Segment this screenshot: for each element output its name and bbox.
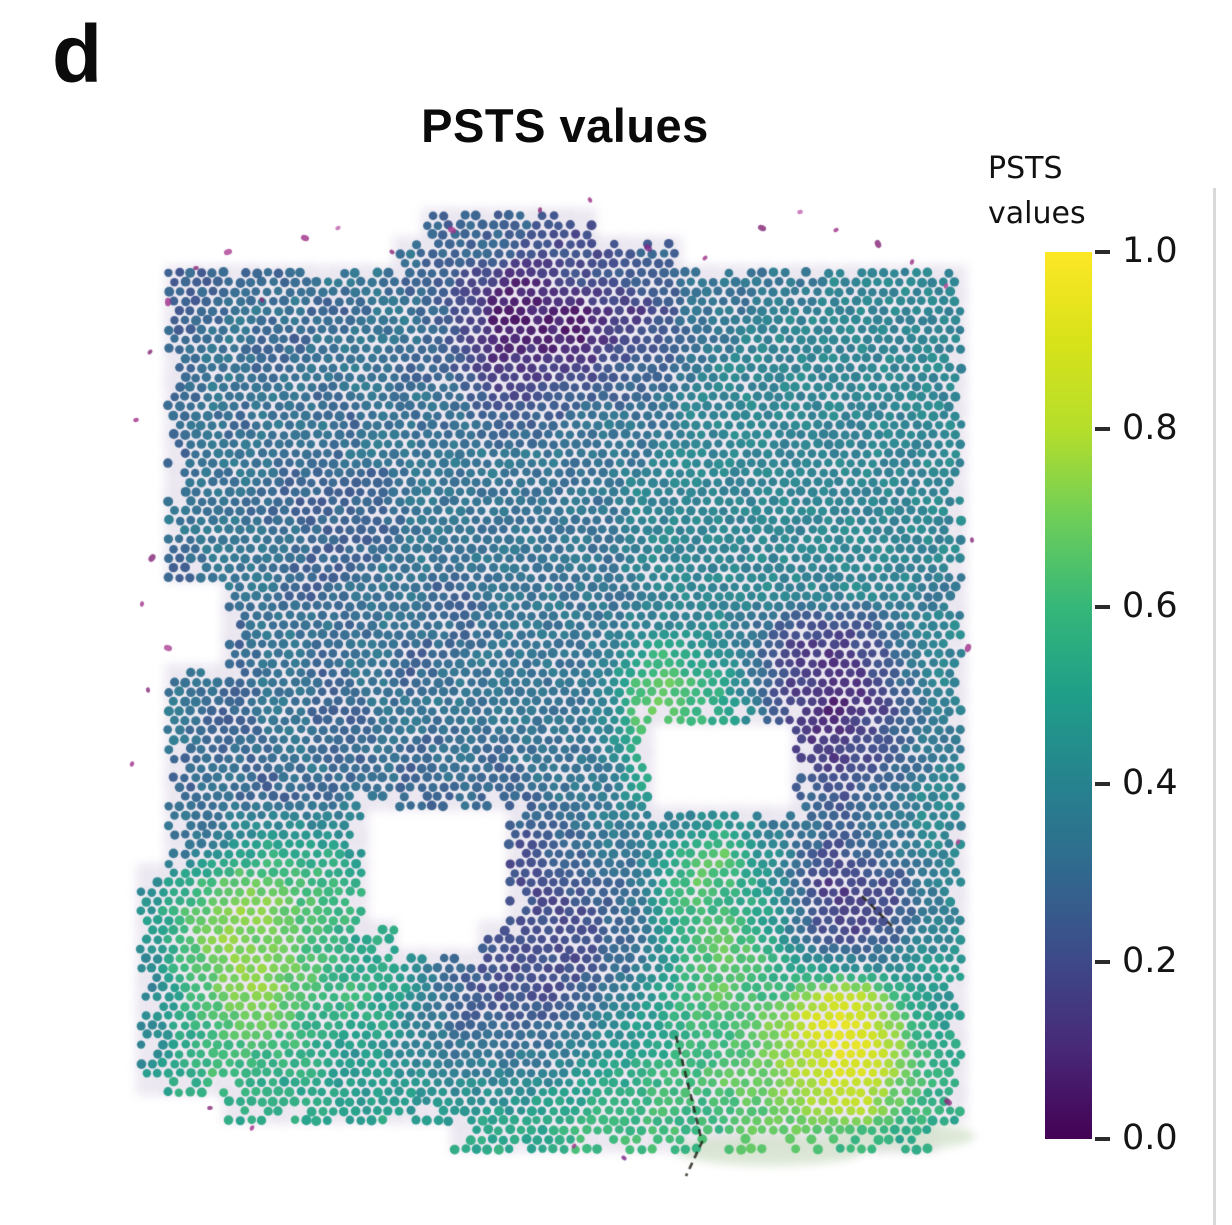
colorbar-title-line1: PSTS [988,151,1063,186]
tick-label: 0.6 [1122,585,1178,626]
tick-mark [1095,250,1110,254]
tick-mark [1095,959,1110,964]
tick-label: 0.8 [1122,408,1178,449]
tick-mark [1095,427,1110,432]
tick-mark [1095,1137,1110,1141]
colorbar-gradient [1045,252,1092,1139]
colorbar: 1.0 0.8 0.6 0.4 0.2 0.0 [1045,231,1232,1158]
tick-mark [1095,604,1110,609]
adjacent-panel-border [1213,188,1216,1225]
tick-label: 1.0 [1122,231,1178,271]
tick-label: 0.0 [1122,1118,1178,1158]
colorbar-title-line2: values [988,196,1086,231]
tick-mark [1095,782,1110,787]
tick-label: 0.2 [1122,940,1178,981]
tick-label: 0.4 [1122,763,1178,804]
colorbar-title: PSTS values [988,146,1086,236]
